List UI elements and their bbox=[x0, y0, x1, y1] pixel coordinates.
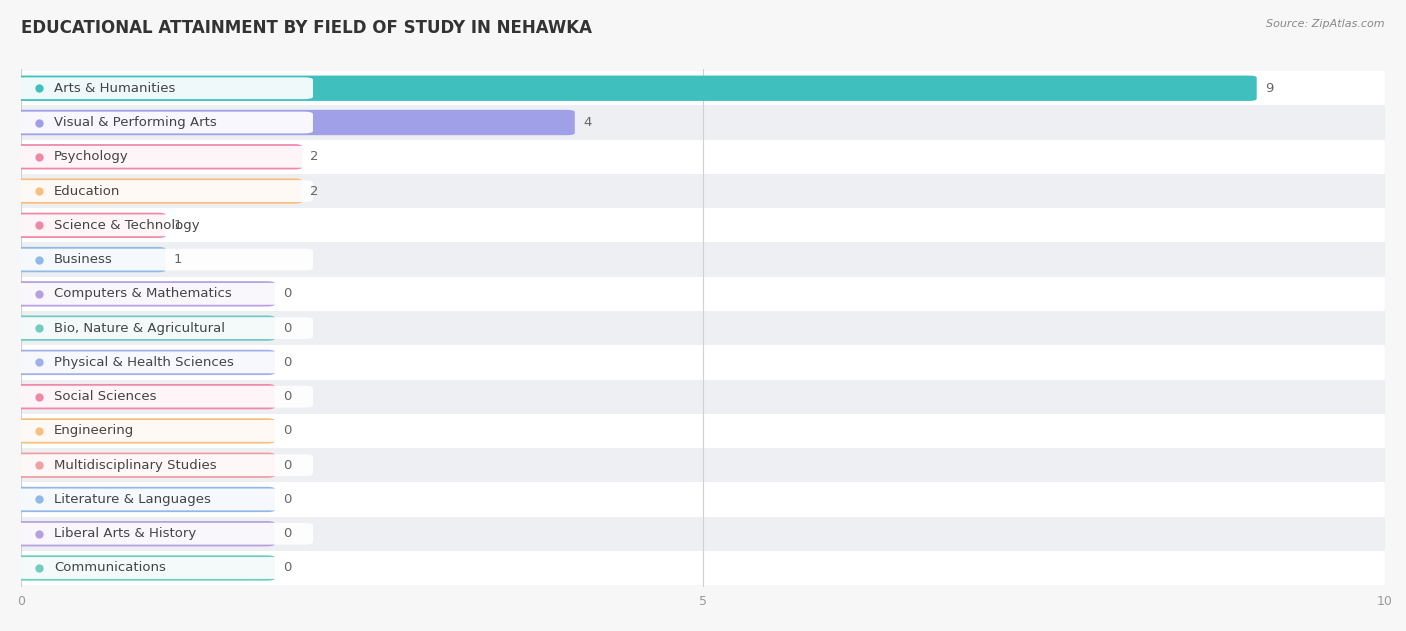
Bar bbox=[21, 208, 1385, 242]
FancyBboxPatch shape bbox=[13, 144, 302, 170]
FancyBboxPatch shape bbox=[13, 521, 274, 546]
FancyBboxPatch shape bbox=[13, 555, 274, 581]
Text: 0: 0 bbox=[283, 562, 291, 574]
Bar bbox=[21, 139, 1385, 174]
FancyBboxPatch shape bbox=[14, 557, 314, 579]
Text: 0: 0 bbox=[283, 528, 291, 540]
FancyBboxPatch shape bbox=[13, 350, 274, 375]
Bar bbox=[21, 551, 1385, 585]
Bar bbox=[21, 311, 1385, 345]
Bar bbox=[21, 242, 1385, 277]
Text: 1: 1 bbox=[174, 219, 183, 232]
Text: Social Sciences: Social Sciences bbox=[53, 390, 156, 403]
Text: 4: 4 bbox=[583, 116, 592, 129]
FancyBboxPatch shape bbox=[14, 454, 314, 476]
Text: Bio, Nature & Agricultural: Bio, Nature & Agricultural bbox=[53, 322, 225, 334]
Text: Communications: Communications bbox=[53, 562, 166, 574]
FancyBboxPatch shape bbox=[13, 247, 166, 272]
FancyBboxPatch shape bbox=[13, 384, 274, 410]
Text: Multidisciplinary Studies: Multidisciplinary Studies bbox=[53, 459, 217, 472]
Text: 0: 0 bbox=[283, 459, 291, 472]
FancyBboxPatch shape bbox=[13, 281, 274, 307]
FancyBboxPatch shape bbox=[13, 76, 1257, 101]
Bar bbox=[21, 345, 1385, 379]
Text: Computers & Mathematics: Computers & Mathematics bbox=[53, 287, 232, 300]
FancyBboxPatch shape bbox=[14, 317, 314, 339]
Text: 1: 1 bbox=[174, 253, 183, 266]
Bar bbox=[21, 448, 1385, 482]
FancyBboxPatch shape bbox=[14, 523, 314, 545]
Text: EDUCATIONAL ATTAINMENT BY FIELD OF STUDY IN NEHAWKA: EDUCATIONAL ATTAINMENT BY FIELD OF STUDY… bbox=[21, 19, 592, 37]
FancyBboxPatch shape bbox=[14, 488, 314, 510]
FancyBboxPatch shape bbox=[14, 351, 314, 374]
FancyBboxPatch shape bbox=[14, 249, 314, 271]
Bar bbox=[21, 174, 1385, 208]
Text: 0: 0 bbox=[283, 493, 291, 506]
Text: 0: 0 bbox=[283, 322, 291, 334]
Text: 0: 0 bbox=[283, 287, 291, 300]
FancyBboxPatch shape bbox=[14, 215, 314, 236]
FancyBboxPatch shape bbox=[13, 213, 166, 238]
Text: 9: 9 bbox=[1265, 82, 1274, 95]
FancyBboxPatch shape bbox=[14, 146, 314, 168]
FancyBboxPatch shape bbox=[14, 283, 314, 305]
Text: 0: 0 bbox=[283, 356, 291, 369]
Text: Engineering: Engineering bbox=[53, 425, 134, 437]
Text: Science & Technology: Science & Technology bbox=[53, 219, 200, 232]
FancyBboxPatch shape bbox=[13, 179, 302, 204]
Bar bbox=[21, 517, 1385, 551]
Text: 0: 0 bbox=[283, 390, 291, 403]
FancyBboxPatch shape bbox=[14, 112, 314, 133]
Text: 2: 2 bbox=[311, 184, 319, 198]
Text: Source: ZipAtlas.com: Source: ZipAtlas.com bbox=[1267, 19, 1385, 29]
Text: 0: 0 bbox=[283, 425, 291, 437]
Text: Physical & Health Sciences: Physical & Health Sciences bbox=[53, 356, 233, 369]
FancyBboxPatch shape bbox=[13, 487, 274, 512]
FancyBboxPatch shape bbox=[14, 78, 314, 99]
FancyBboxPatch shape bbox=[13, 418, 274, 444]
FancyBboxPatch shape bbox=[13, 316, 274, 341]
Bar bbox=[21, 105, 1385, 139]
FancyBboxPatch shape bbox=[14, 180, 314, 202]
Bar bbox=[21, 277, 1385, 311]
Text: Business: Business bbox=[53, 253, 112, 266]
Text: Psychology: Psychology bbox=[53, 150, 128, 163]
FancyBboxPatch shape bbox=[13, 110, 575, 135]
Text: Liberal Arts & History: Liberal Arts & History bbox=[53, 528, 195, 540]
FancyBboxPatch shape bbox=[13, 452, 274, 478]
Text: Visual & Performing Arts: Visual & Performing Arts bbox=[53, 116, 217, 129]
Text: 2: 2 bbox=[311, 150, 319, 163]
Bar bbox=[21, 482, 1385, 517]
Bar bbox=[21, 414, 1385, 448]
Text: Literature & Languages: Literature & Languages bbox=[53, 493, 211, 506]
FancyBboxPatch shape bbox=[14, 420, 314, 442]
Text: Education: Education bbox=[53, 184, 120, 198]
Text: Arts & Humanities: Arts & Humanities bbox=[53, 82, 176, 95]
FancyBboxPatch shape bbox=[14, 386, 314, 408]
Bar bbox=[21, 379, 1385, 414]
Bar bbox=[21, 71, 1385, 105]
